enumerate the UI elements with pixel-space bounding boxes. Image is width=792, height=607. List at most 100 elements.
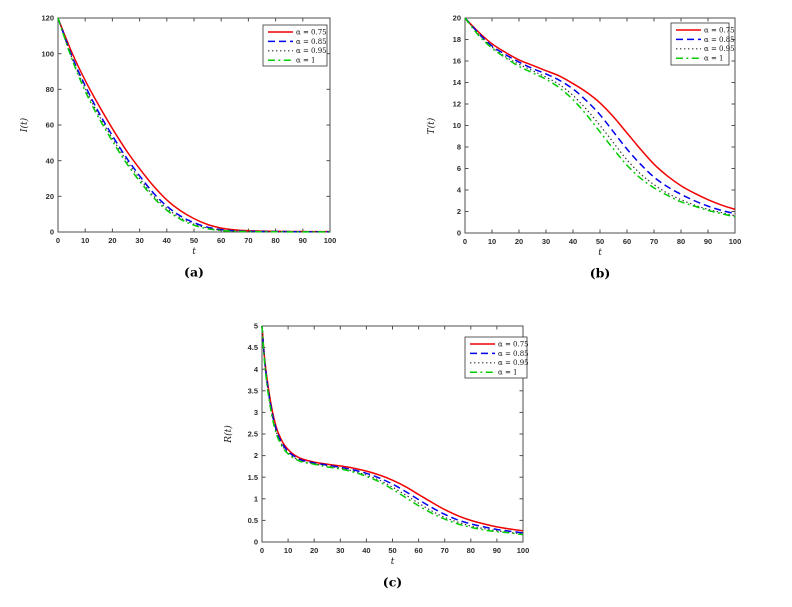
series-α0.95: [464, 17, 736, 217]
legend: α = 0.75 α = 0.85α = 0.95 α = 1: [464, 336, 529, 379]
series-α0.95: [57, 17, 330, 233]
legend-label: α = 1: [704, 55, 724, 63]
svg-text:50: 50: [388, 546, 396, 555]
svg-text:2: 2: [457, 207, 461, 216]
svg-text:20: 20: [108, 236, 116, 245]
svg-text:16: 16: [453, 57, 461, 66]
svg-text:100: 100: [41, 49, 54, 58]
y-axis-label-c: R(t): [224, 425, 234, 443]
series-α1: [261, 325, 524, 536]
svg-text:3.5: 3.5: [248, 386, 258, 395]
panel-caption-a: (a): [184, 264, 204, 280]
svg-text:2: 2: [254, 451, 258, 460]
svg-text:30: 30: [336, 546, 344, 555]
svg-text:0: 0: [463, 237, 467, 246]
svg-text:12: 12: [453, 100, 461, 109]
svg-text:4: 4: [254, 365, 259, 374]
svg-text:0: 0: [260, 546, 264, 555]
x-ticks: 0 10 20 30 40 50 60 70 80 90 100: [463, 18, 741, 246]
svg-text:6: 6: [457, 164, 461, 173]
svg-text:0: 0: [50, 228, 54, 237]
svg-text:18: 18: [453, 35, 461, 44]
svg-text:0: 0: [254, 538, 258, 547]
x-ticks: 0 10 20 30 40 50 60 70 80 90 100: [56, 18, 336, 245]
svg-text:1: 1: [254, 494, 258, 503]
series-α0.85: [261, 325, 524, 534]
svg-text:20: 20: [46, 192, 54, 201]
svg-text:40: 40: [569, 237, 577, 246]
legend-label: α = 1: [296, 57, 316, 65]
svg-text:2.5: 2.5: [248, 430, 258, 439]
svg-text:10: 10: [81, 236, 89, 245]
x-axis-label-c: t: [390, 557, 395, 567]
x-axis-label-b: t: [598, 248, 602, 258]
svg-text:70: 70: [650, 237, 658, 246]
legend: α = 0.75 α = 0.85α = 0.95 α = 1: [262, 24, 328, 67]
svg-text:90: 90: [493, 546, 501, 555]
svg-text:3: 3: [254, 408, 258, 417]
y-axis-label-a: I(t): [20, 117, 30, 133]
legend-label: α = 0.75: [498, 340, 529, 348]
svg-text:30: 30: [542, 237, 550, 246]
legend-label: α = 0.75: [704, 26, 735, 34]
svg-text:60: 60: [623, 237, 631, 246]
svg-text:40: 40: [46, 156, 54, 165]
subplot-a: 0 10 20 30 40 50 60 70 80 90 100 0 20 40 60 80 100 120 α =…: [0, 0, 360, 292]
subplot-c: 0 10 20 30 40 50 60 70 80 90 100 0 0.5 1 1.5 2 2.5 3 3.5 4 4…: [200, 315, 592, 607]
svg-text:5: 5: [254, 322, 258, 331]
svg-text:80: 80: [467, 546, 475, 555]
legend-label: α = 0.85: [704, 36, 735, 44]
svg-text:50: 50: [190, 236, 198, 245]
series-α1: [57, 17, 330, 233]
svg-text:0.5: 0.5: [248, 516, 258, 525]
svg-text:8: 8: [457, 143, 461, 152]
svg-text:60: 60: [46, 121, 54, 130]
y-axis-label-b: T(t): [427, 117, 437, 134]
svg-text:20: 20: [453, 14, 461, 23]
svg-text:80: 80: [677, 237, 685, 246]
svg-text:60: 60: [414, 546, 422, 555]
svg-text:80: 80: [271, 236, 279, 245]
svg-text:40: 40: [362, 546, 370, 555]
y-ticks: 0 20 40 60 80 100 120: [41, 14, 330, 237]
y-ticks: 0 0.5 1 1.5 2 2.5 3 3.5 4 4.5 5: [248, 322, 523, 547]
svg-text:50: 50: [596, 237, 604, 246]
svg-text:10: 10: [284, 546, 292, 555]
svg-text:90: 90: [299, 236, 307, 245]
svg-text:10: 10: [453, 121, 461, 130]
legend-label: α = 0.95: [704, 45, 735, 53]
svg-text:70: 70: [244, 236, 252, 245]
subplot-b: 0 10 20 30 40 50 60 70 80 90 100 0 2 4 6 8 10 12 14 16 18 20 α…: [396, 0, 792, 292]
svg-text:4: 4: [457, 186, 462, 195]
svg-text:14: 14: [453, 78, 462, 87]
svg-text:80: 80: [46, 85, 54, 94]
svg-text:100: 100: [324, 236, 337, 245]
legend-label: α = 0.85: [296, 38, 327, 46]
panel-caption-c: (c): [382, 574, 403, 590]
svg-text:100: 100: [517, 546, 530, 555]
legend-label: α = 0.85: [498, 350, 529, 358]
y-ticks: 0 2 4 6 8 10 12 14 16 18 20: [453, 14, 735, 238]
svg-text:120: 120: [41, 14, 54, 23]
legend-label: α = 1: [498, 369, 518, 377]
chart-b-plot: 0 10 20 30 40 50 60 70 80 90 100 0 2 4 6 8 10 12 14 16 18 20 α…: [453, 14, 742, 246]
svg-text:60: 60: [217, 236, 225, 245]
legend: α = 0.75 α = 0.85α = 0.95 α = 1: [670, 22, 735, 66]
legend-label: α = 0.95: [498, 359, 529, 367]
svg-text:90: 90: [704, 237, 712, 246]
svg-text:70: 70: [441, 546, 449, 555]
svg-text:30: 30: [135, 236, 143, 245]
svg-text:20: 20: [515, 237, 523, 246]
series-α0.75: [464, 17, 736, 211]
legend-label: α = 0.95: [296, 47, 327, 55]
chart-a-plot: 0 10 20 30 40 50 60 70 80 90 100 0 20 40 60 80 100 120 α =…: [41, 14, 336, 245]
panel-caption-b: (b): [589, 265, 611, 281]
x-axis-label-a: t: [192, 247, 196, 257]
chart-c-plot: 0 10 20 30 40 50 60 70 80 90 100 0 0.5 1 1.5 2 2.5 3 3.5 4 4…: [248, 322, 530, 555]
svg-text:10: 10: [488, 237, 496, 246]
legend-label: α = 0.75: [296, 28, 327, 36]
svg-text:1.5: 1.5: [248, 473, 258, 482]
series-α1: [464, 17, 736, 218]
svg-text:20: 20: [310, 546, 318, 555]
